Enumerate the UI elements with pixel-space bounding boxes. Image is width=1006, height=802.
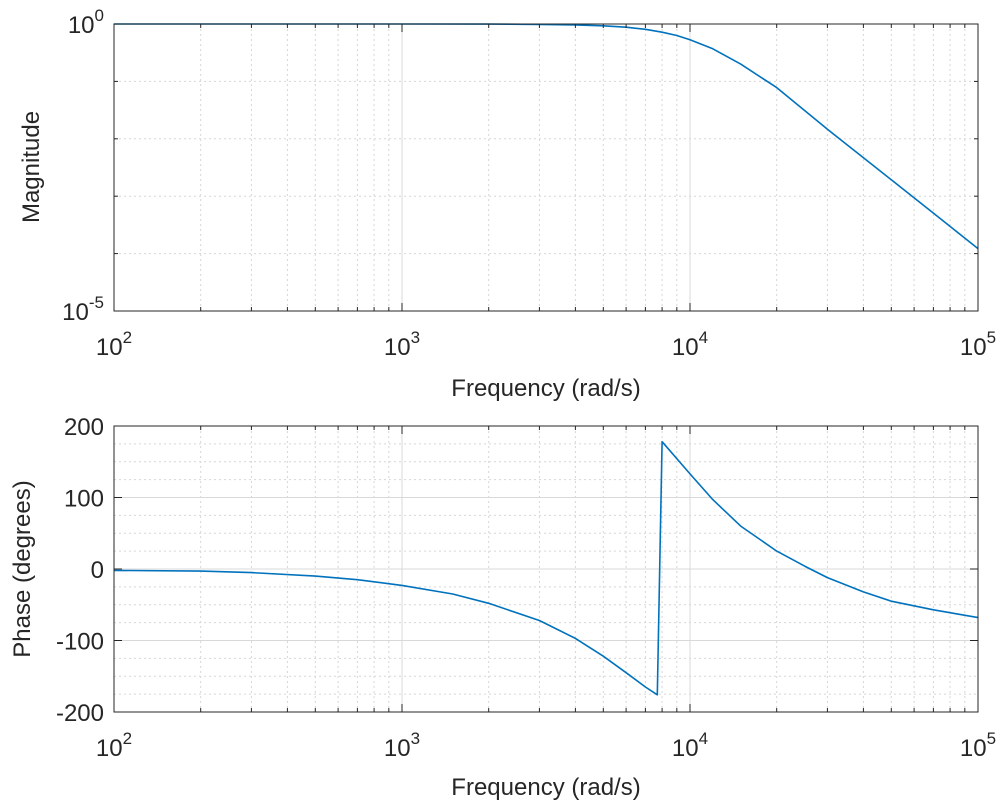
magnitude-x-tick-labels: 102 103 104 105: [96, 328, 996, 361]
phase-y-tick-label: -200: [56, 700, 104, 727]
phase-x-tick-labels: 102 103 104 105: [96, 729, 996, 762]
magnitude-x-tick-label: 105: [960, 328, 996, 361]
magnitude-x-tick-label: 104: [672, 328, 708, 361]
phase-y-tick-label: 100: [64, 486, 104, 513]
phase-ticks: [113, 425, 979, 713]
magnitude-x-tick-label: 103: [384, 328, 420, 361]
magnitude-ticks: [113, 23, 979, 312]
magnitude-y-tick-labels: 10-5 100: [62, 6, 104, 326]
magnitude-x-axis-label: Frequency (rad/s): [451, 375, 640, 402]
magnitude-axes: 102 103 104 105 10-5 100 Frequency (rad/s) M…: [18, 6, 996, 402]
phase-y-tick-labels: 200 100 0 -100 -200: [56, 414, 104, 727]
magnitude-x-tick-label: 102: [96, 328, 132, 361]
phase-y-tick-label: 0: [91, 557, 104, 584]
phase-y-axis-label: Phase (degrees): [9, 480, 36, 657]
magnitude-y-axis-label: Magnitude: [18, 111, 45, 223]
magnitude-axes-box: [113, 23, 979, 312]
magnitude-plot-area: [114, 24, 978, 311]
phase-series-line: [113, 440, 979, 696]
phase-x-tick-label: 104: [672, 729, 708, 762]
phase-x-tick-label: 102: [96, 729, 132, 762]
magnitude-grid: [114, 24, 978, 311]
magnitude-y-tick-label: 100: [68, 6, 104, 39]
phase-x-axis-label: Frequency (rad/s): [451, 774, 640, 801]
phase-axes: 102 103 104 105 200 100 0 -100 -200 Frequency (…: [9, 414, 996, 801]
phase-x-tick-label: 103: [384, 729, 420, 762]
phase-y-tick-label: 200: [64, 414, 104, 441]
phase-y-tick-label: -100: [56, 629, 104, 656]
magnitude-y-tick-label: 10-5: [62, 293, 104, 326]
phase-grid: [114, 426, 978, 712]
phase-x-tick-label: 105: [960, 729, 996, 762]
phase-line-group: [113, 440, 979, 696]
